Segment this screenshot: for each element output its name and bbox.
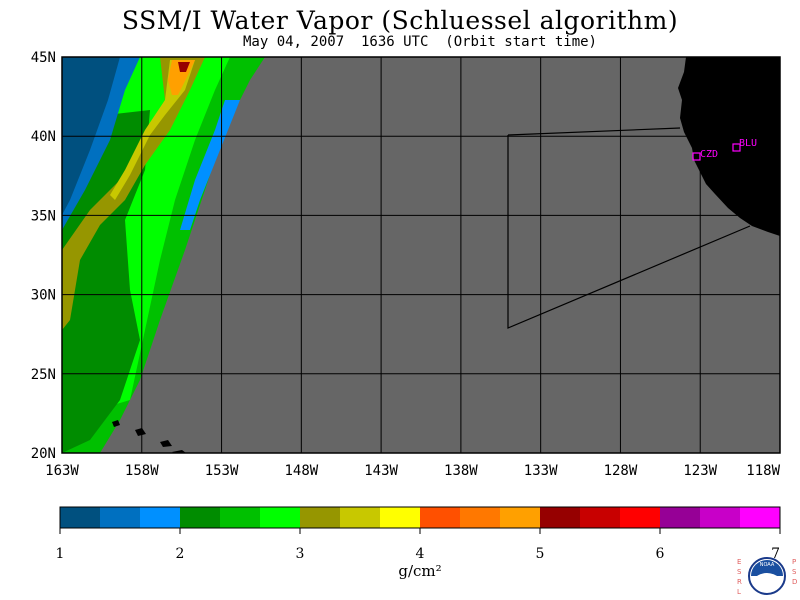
- longitude-label: 118W: [746, 463, 780, 479]
- swath-band-red: [178, 62, 190, 72]
- colorbar-unit: g/cm²: [398, 562, 442, 580]
- station-blu: BLU: [732, 138, 757, 152]
- logo-noaa-text: NOAA: [760, 562, 775, 568]
- swath-band-dark-green: [62, 110, 150, 453]
- swath-band-orange: [168, 60, 195, 95]
- swath-band-blue-edge: [180, 100, 240, 230]
- colorbar-swatch: [700, 507, 741, 528]
- swath-band-olive: [62, 57, 205, 330]
- colorbar-swatch: [260, 507, 301, 528]
- region-outline: [507, 135, 751, 329]
- colorbar-tick-label: 5: [536, 546, 545, 562]
- longitude-label: 128W: [604, 463, 638, 479]
- station-czd-label: CZD: [700, 149, 718, 160]
- colorbar-tick-label: 4: [416, 546, 425, 562]
- svg-text:R: R: [737, 578, 742, 586]
- colorbar-swatch: [100, 507, 141, 528]
- logo-esrl-e: E: [737, 558, 741, 566]
- colorbar-swatch: [220, 507, 261, 528]
- longitude-label: 158W: [125, 463, 159, 479]
- longitude-label: 138W: [444, 463, 478, 479]
- colorbar-swatch: [500, 507, 541, 528]
- graticule: [62, 57, 780, 453]
- colorbar-swatch: [740, 507, 781, 528]
- longitude-label: 123W: [683, 463, 717, 479]
- colorbar-swatch: [620, 507, 661, 528]
- region-outline-top: [507, 127, 681, 136]
- colorbar-swatch: [660, 507, 701, 528]
- latitude-label: 45N: [31, 50, 56, 66]
- svg-text:D: D: [792, 578, 797, 586]
- colorbar-swatch: [460, 507, 501, 528]
- latitude-label: 25N: [31, 367, 56, 383]
- colorbar-ticks: 1 2 3 4 5 6 7: [56, 528, 781, 562]
- longitude-labels: 163W 158W 153W 148W 143W 138W 133W 128W 123W 118W: [45, 463, 780, 479]
- map-title: SSM/I Water Vapor (Schluessel algorithm): [121, 6, 679, 35]
- colorbar-tick-label: 3: [296, 546, 305, 562]
- longitude-label: 153W: [205, 463, 239, 479]
- svg-text:S: S: [792, 568, 797, 576]
- svg-text:L: L: [737, 588, 741, 596]
- station-blu-label: BLU: [739, 138, 757, 149]
- svg-text:P: P: [792, 558, 796, 566]
- latitude-label: 40N: [31, 129, 56, 145]
- latitude-label: 30N: [31, 288, 56, 304]
- colorbar-swatch: [540, 507, 581, 528]
- colorbar-swatch: [60, 507, 101, 528]
- svg-text:S: S: [737, 568, 742, 576]
- longitude-label: 163W: [45, 463, 79, 479]
- colorbar-swatch: [140, 507, 181, 528]
- latitude-label: 20N: [31, 446, 56, 462]
- map-frame: [61, 56, 781, 454]
- colorbar: [59, 506, 781, 529]
- map-subtitle: May 04, 2007 1636 UTC (Orbit start time): [242, 34, 597, 50]
- latitude-labels: 45N 40N 35N 30N 25N 20N: [31, 50, 56, 462]
- latitude-label: 35N: [31, 208, 56, 224]
- colorbar-swatch: [340, 507, 381, 528]
- land-north-america: [678, 57, 780, 236]
- colorbar-tick-label: 1: [56, 546, 65, 562]
- colorbar-tick-label: 6: [656, 546, 665, 562]
- longitude-label: 143W: [364, 463, 398, 479]
- longitude-label: 148W: [284, 463, 318, 479]
- colorbar-swatch: [180, 507, 221, 528]
- colorbar-swatch: [420, 507, 461, 528]
- station-czd: CZD: [692, 149, 718, 161]
- colorbar-swatch: [580, 507, 621, 528]
- colorbar-swatch: [300, 507, 341, 528]
- noaa-esrl-psd-logo: E S R L NOAA P S D: [737, 557, 797, 596]
- colorbar-tick-label: 2: [176, 546, 185, 562]
- colorbar-swatch: [380, 507, 421, 528]
- colorbar-tick-label: 7: [771, 546, 780, 562]
- longitude-label: 133W: [524, 463, 558, 479]
